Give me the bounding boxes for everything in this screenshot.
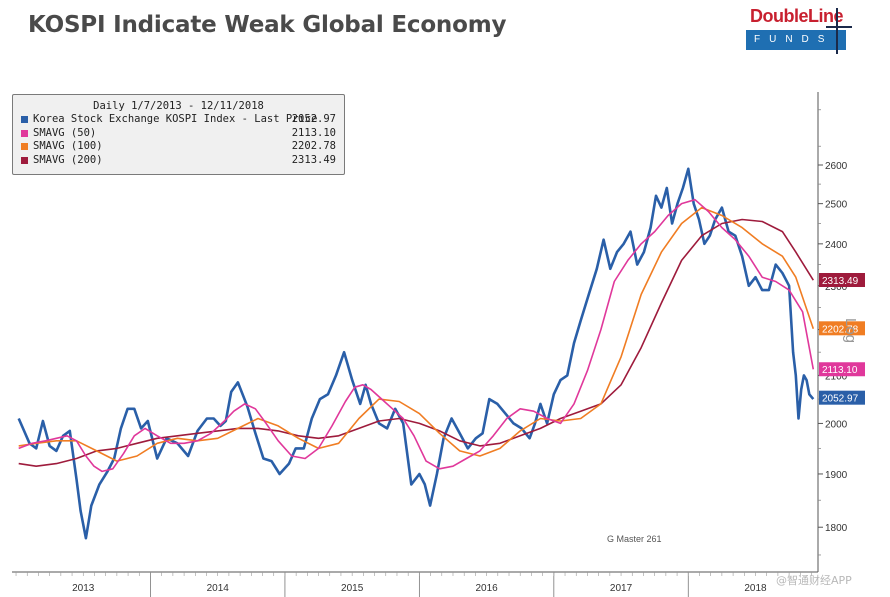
watermark: @智通财经APP xyxy=(776,574,852,587)
value-label-text: 2113.10 xyxy=(822,365,858,376)
chart-legend: Daily 1/7/2013 - 12/11/2018 Korea Stock … xyxy=(12,94,345,175)
value-label-text: 2202.78 xyxy=(822,324,859,335)
chart-axes: 1800190020002100220023002400250026002013… xyxy=(12,92,848,597)
chart-value-labels: 2313.49 2202.78 2113.10 2052.97 xyxy=(819,273,865,405)
logo-cross-horizontal xyxy=(826,26,852,28)
legend-item-name: SMAVG (200) xyxy=(33,153,103,166)
chart-series xyxy=(17,167,815,540)
y-tick-label: 2000 xyxy=(825,419,848,430)
y-tick-label: 1800 xyxy=(825,523,848,534)
y-tick-label: 2300 xyxy=(825,282,848,293)
legend-item-value: 2313.49 xyxy=(291,153,336,166)
legend-item-name: SMAVG (50) xyxy=(33,126,97,139)
x-tick-label: 2015 xyxy=(341,583,364,594)
x-tick-label: 2018 xyxy=(744,583,767,594)
y-tick-label: 2600 xyxy=(825,161,848,172)
series-line-smavg xyxy=(18,198,815,473)
legend-item-smavg200: SMAVG (200) 2313.49 xyxy=(19,154,338,168)
doubleline-logo: DoubleLine FUNDS xyxy=(746,4,856,54)
x-tick-label: 2017 xyxy=(610,583,633,594)
legend-item-smavg50: SMAVG (50) 2113.10 xyxy=(19,127,338,141)
y-tick-label: 2100 xyxy=(825,371,848,382)
legend-item-value: 2113.10 xyxy=(291,126,336,139)
logo-bar-text: FUNDS xyxy=(746,30,846,50)
legend-title: Daily 1/7/2013 - 12/11/2018 xyxy=(93,100,264,112)
series-line-smavg xyxy=(18,206,815,462)
value-label-text: 2052.97 xyxy=(822,394,859,405)
series-line-kospi xyxy=(17,167,815,540)
legend-swatch xyxy=(21,129,28,137)
series-line-smavg xyxy=(18,218,814,468)
y-tick-label: 1900 xyxy=(825,470,848,481)
y-tick-label: 2500 xyxy=(825,200,848,211)
page-title: KOSPI Indicate Weak Global Economy xyxy=(28,12,507,38)
logo-cross-vertical xyxy=(836,8,838,54)
legend-swatch xyxy=(21,116,28,123)
y-tick-label: 2400 xyxy=(825,240,848,251)
logo-top-text: DoubleLine xyxy=(750,6,844,26)
legend-item-value: 2052.97 xyxy=(291,113,336,125)
value-label-box xyxy=(819,273,865,288)
legend-item-value: 2202.78 xyxy=(291,140,336,152)
value-label-text: 2313.49 xyxy=(822,276,859,287)
x-tick-label: 2016 xyxy=(475,583,498,594)
legend-swatch xyxy=(21,143,28,150)
legend-swatch xyxy=(21,156,28,164)
legend-item-name: Korea Stock Exchange KOSPI Index - Last … xyxy=(33,113,318,125)
value-label-box xyxy=(819,390,865,405)
legend-item-kospi: Korea Stock Exchange KOSPI Index - Last … xyxy=(19,113,338,127)
value-label-box xyxy=(819,321,865,336)
x-tick-label: 2014 xyxy=(207,583,230,594)
chart-footnote: G Master 261 xyxy=(607,534,662,544)
legend-item-name: SMAVG (100) xyxy=(33,140,103,152)
legend-item-smavg100: SMAVG (100) 2202.78 xyxy=(19,140,338,154)
axis-side-label: Log xyxy=(842,318,859,343)
x-tick-label: 2013 xyxy=(72,583,95,594)
value-label-box xyxy=(819,362,865,377)
